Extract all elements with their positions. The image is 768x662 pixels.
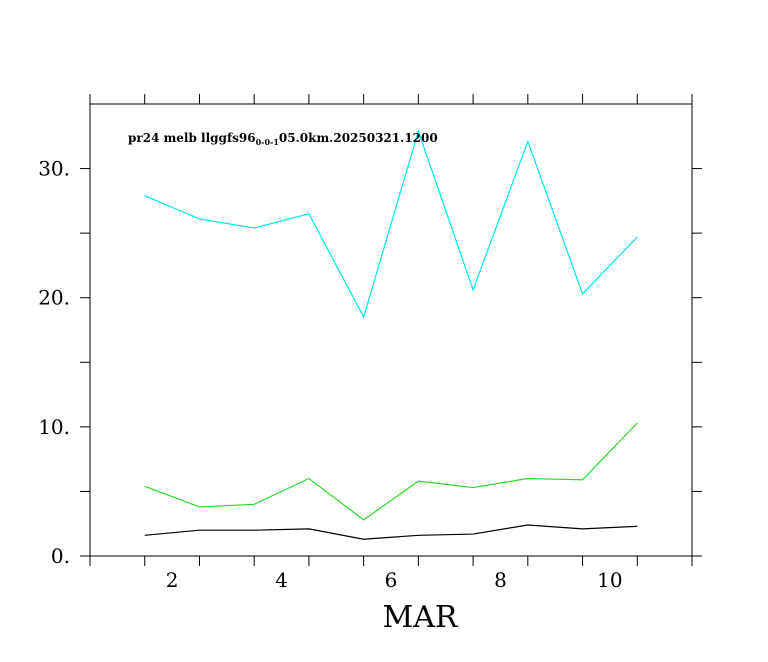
y-tick-labels: 0. 10. 20. 30. bbox=[38, 157, 70, 568]
chart-title-suffix: 05.0km.20250321.1200 bbox=[279, 131, 438, 145]
x-tick-label: 4 bbox=[275, 568, 288, 592]
x-tick-label: 8 bbox=[494, 568, 507, 592]
x-axis-title: MAR bbox=[383, 600, 459, 635]
series-line-3 bbox=[144, 524, 638, 540]
x-tick-labels: 2 4 6 8 10 bbox=[166, 568, 623, 592]
chart-title-subscript: 0-0-1 bbox=[256, 137, 279, 147]
y-tick-label: 0. bbox=[51, 544, 70, 568]
series-group bbox=[144, 129, 638, 540]
series-line-1 bbox=[144, 129, 638, 319]
y-tick-label: 10. bbox=[38, 415, 70, 439]
x-tick-label: 2 bbox=[166, 568, 179, 592]
series-line-2 bbox=[144, 422, 638, 521]
y-tick-label: 20. bbox=[38, 286, 70, 310]
plot-frame bbox=[89, 103, 693, 557]
chart-title: pr24 melb llggfs960-0-105.0km.20250321.1… bbox=[128, 131, 438, 147]
chart-title-main: pr24 melb llggfs96 bbox=[128, 131, 256, 145]
axis-ticks bbox=[80, 94, 702, 566]
y-tick-label: 30. bbox=[38, 157, 70, 181]
x-tick-label: 6 bbox=[385, 568, 398, 592]
x-tick-label: 10 bbox=[597, 568, 622, 592]
